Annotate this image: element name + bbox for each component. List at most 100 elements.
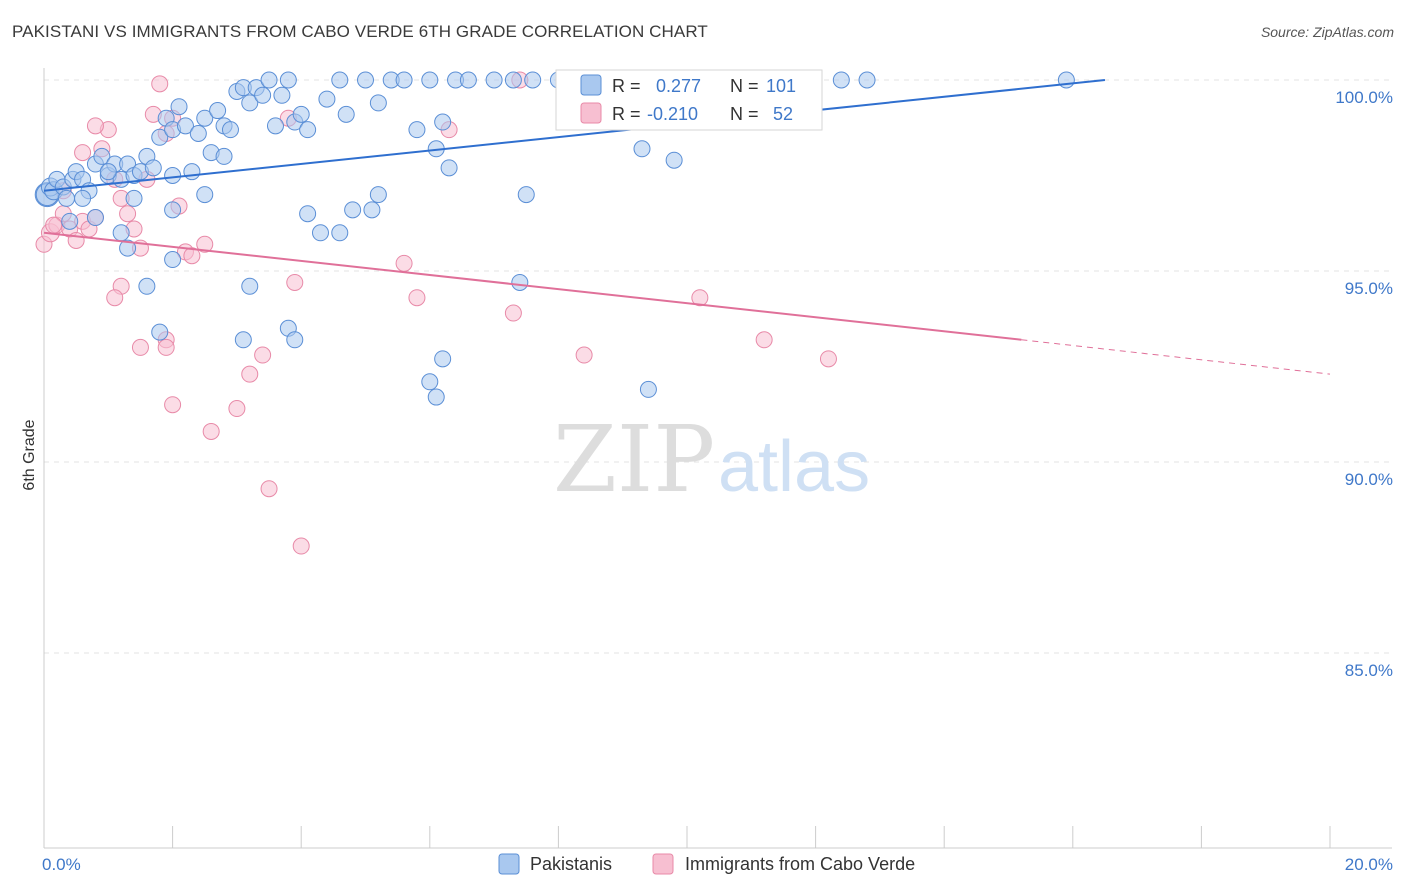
- data-point: [524, 71, 542, 89]
- data-point: [858, 71, 876, 89]
- data-point: [157, 338, 175, 356]
- data-point: [279, 71, 297, 89]
- data-point: [202, 422, 220, 440]
- data-point: [511, 273, 529, 291]
- y-tick-label: 100.0%: [1335, 88, 1393, 107]
- data-point: [144, 159, 162, 177]
- data-point: [151, 128, 169, 146]
- data-point: [292, 537, 310, 555]
- data-point: [517, 186, 535, 204]
- data-point: [832, 71, 850, 89]
- x-tick-label: 0.0%: [42, 855, 81, 874]
- stats-pink-r-label: R =: [612, 104, 641, 124]
- data-point: [131, 338, 149, 356]
- data-point: [183, 247, 201, 265]
- data-point: [819, 350, 837, 368]
- watermark: ZIP atlas: [553, 406, 870, 513]
- data-point: [434, 113, 452, 131]
- data-point: [504, 71, 522, 89]
- data-point: [254, 86, 272, 104]
- data-point: [459, 71, 477, 89]
- legend-cabo-verde-swatch: [652, 853, 674, 875]
- data-point: [504, 304, 522, 322]
- data-point: [292, 105, 310, 123]
- y-tick-label: 85.0%: [1345, 661, 1393, 680]
- data-point: [344, 201, 362, 219]
- data-point: [286, 273, 304, 291]
- data-point: [228, 400, 246, 418]
- data-point: [665, 151, 683, 169]
- trend-line-pakistanis: [43, 79, 1106, 192]
- data-point: [241, 94, 259, 112]
- trend-lines: [43, 79, 1331, 375]
- data-point: [119, 239, 137, 257]
- stats-blue-r-value: 0.277: [656, 76, 701, 96]
- data-point: [421, 71, 439, 89]
- data-point: [369, 186, 387, 204]
- data-point: [125, 189, 143, 207]
- data-point: [170, 98, 188, 116]
- stats-pink-r-value: -0.210: [647, 104, 698, 124]
- data-point: [440, 159, 458, 177]
- y-tick-labels: 100.0% 95.0% 90.0% 85.0%: [1335, 88, 1393, 680]
- data-point: [119, 205, 137, 223]
- data-point: [234, 331, 252, 349]
- data-point: [575, 346, 593, 364]
- data-point: [99, 163, 117, 181]
- data-point: [408, 121, 426, 139]
- watermark-atlas-text: atlas: [718, 427, 870, 507]
- data-point: [61, 212, 79, 230]
- data-point: [138, 277, 156, 295]
- data-point: [106, 289, 124, 307]
- data-point: [45, 216, 63, 234]
- data-point: [209, 102, 227, 120]
- data-point: [311, 224, 329, 242]
- data-point: [421, 373, 439, 391]
- watermark-zip-text: ZIP: [553, 406, 715, 513]
- data-point: [755, 331, 773, 349]
- data-point: [395, 254, 413, 272]
- data-point: [485, 71, 503, 89]
- data-point: [164, 396, 182, 414]
- data-point: [189, 124, 207, 142]
- data-point: [427, 388, 445, 406]
- data-point: [241, 277, 259, 295]
- x-tick-labels: 0.0% 20.0%: [42, 855, 1393, 874]
- data-point: [363, 201, 381, 219]
- stats-blue-r-label: R =: [612, 76, 641, 96]
- data-point: [176, 117, 194, 135]
- stats-blue-n-label: N =: [730, 76, 759, 96]
- legend-cabo-verde-label: Immigrants from Cabo Verde: [685, 854, 915, 874]
- data-point: [183, 163, 201, 181]
- data-point: [260, 480, 278, 498]
- data-point: [215, 147, 233, 165]
- data-point: [408, 289, 426, 307]
- stats-blue-n-value: 101: [766, 76, 796, 96]
- y-axis-title: 6th Grade: [21, 419, 38, 490]
- chart-source: Source: ZipAtlas.com: [1260, 24, 1394, 40]
- chart-title: PAKISTANI VS IMMIGRANTS FROM CABO VERDE …: [12, 22, 708, 41]
- data-point: [357, 71, 374, 89]
- stats-blue-swatch: [580, 74, 602, 96]
- data-point: [369, 94, 387, 112]
- data-point: [337, 105, 355, 123]
- data-point: [86, 117, 104, 135]
- data-point: [633, 140, 651, 158]
- y-tick-label: 90.0%: [1345, 470, 1393, 489]
- data-point: [74, 144, 92, 162]
- data-point: [266, 117, 284, 135]
- legend-pakistanis-swatch: [498, 853, 520, 875]
- data-point: [221, 121, 239, 139]
- series-pakistanis-points: [34, 71, 1075, 406]
- data-point: [299, 121, 317, 139]
- data-point: [164, 167, 182, 184]
- data-point: [286, 331, 304, 349]
- x-tick-label: 20.0%: [1345, 855, 1393, 874]
- stats-pink-n-label: N =: [730, 104, 759, 124]
- stats-pink-swatch: [580, 102, 602, 124]
- data-point: [318, 90, 336, 108]
- data-point: [196, 109, 214, 127]
- data-point: [260, 71, 278, 89]
- data-point: [196, 186, 214, 204]
